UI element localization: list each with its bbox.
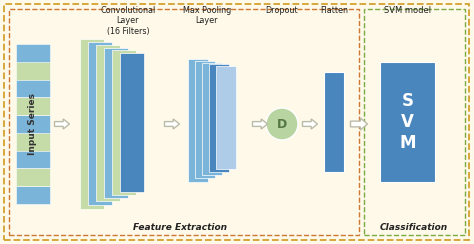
Text: Max Pooling
Layer: Max Pooling Layer — [183, 6, 231, 25]
Bar — [16, 43, 50, 62]
Bar — [112, 50, 136, 195]
Bar — [188, 59, 208, 182]
Text: Feature Extraction: Feature Extraction — [133, 223, 227, 232]
Bar — [104, 48, 128, 198]
Bar — [80, 39, 104, 209]
Text: Classification: Classification — [380, 223, 448, 232]
Text: Convolutional
Layer
(16 Filters): Convolutional Layer (16 Filters) — [100, 6, 155, 36]
Polygon shape — [164, 119, 180, 129]
Bar — [324, 72, 344, 172]
Text: Dropout: Dropout — [266, 6, 298, 15]
Bar — [16, 79, 50, 97]
Text: S
V
M: S V M — [399, 92, 416, 152]
Bar — [16, 61, 50, 80]
Bar — [16, 186, 50, 204]
Bar — [216, 65, 236, 169]
Circle shape — [266, 108, 298, 140]
Text: Flatten: Flatten — [320, 6, 348, 15]
Polygon shape — [350, 118, 367, 130]
Bar — [16, 132, 50, 151]
Bar — [16, 150, 50, 168]
Bar — [120, 53, 144, 192]
Bar — [16, 115, 50, 133]
Polygon shape — [253, 119, 267, 129]
Bar — [9, 9, 359, 235]
Text: SVM model: SVM model — [384, 6, 431, 15]
Text: Input Series: Input Series — [28, 93, 37, 155]
Bar — [195, 61, 215, 178]
Bar — [364, 9, 465, 235]
Bar — [88, 42, 112, 205]
Bar — [16, 168, 50, 186]
Text: D: D — [277, 118, 287, 131]
Bar — [209, 64, 229, 172]
Polygon shape — [55, 119, 70, 129]
Bar — [202, 62, 222, 175]
Polygon shape — [302, 119, 318, 129]
Bar — [380, 62, 435, 182]
Bar — [16, 97, 50, 115]
Bar — [96, 45, 120, 201]
